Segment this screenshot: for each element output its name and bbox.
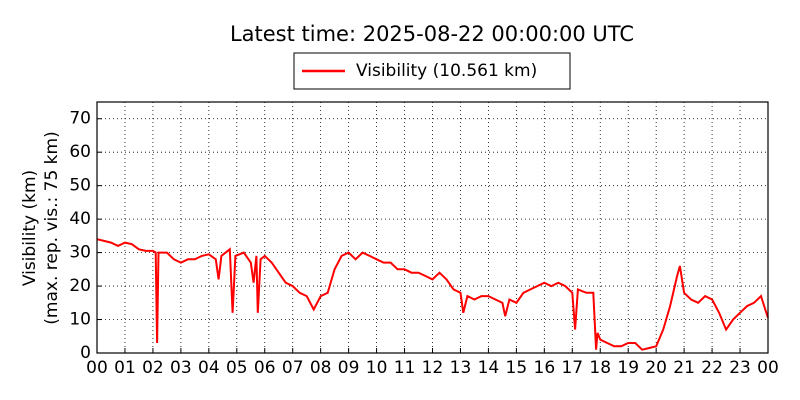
x-tick-label: 07 — [282, 358, 304, 378]
y-tick-label: 70 — [69, 109, 91, 129]
x-tick-label: 22 — [701, 358, 723, 378]
x-tick-label: 14 — [478, 358, 500, 378]
y-tick-label: 10 — [69, 310, 91, 330]
plot-frame — [96, 101, 769, 354]
y-tick-label: 60 — [69, 142, 91, 162]
x-tick-label: 00 — [86, 358, 108, 378]
x-tick-label: 06 — [254, 358, 276, 378]
y-axis-label: (max. rep. vis.: 75 km) — [42, 131, 62, 324]
x-tick-label: 23 — [729, 358, 751, 378]
y-tick-label: 20 — [69, 276, 91, 296]
x-tick-label: 01 — [114, 358, 136, 378]
x-tick-label: 04 — [198, 358, 220, 378]
x-tick-label: 05 — [226, 358, 248, 378]
x-tick-label: 18 — [589, 358, 611, 378]
y-tick-label: 0 — [80, 343, 91, 363]
x-tick-label: 08 — [310, 358, 332, 378]
x-tick-label: 21 — [673, 358, 695, 378]
y-tick-label: 40 — [69, 209, 91, 229]
x-tick-label: 19 — [617, 358, 639, 378]
x-tick-label: 03 — [170, 358, 192, 378]
x-tick-label: 16 — [534, 358, 556, 378]
y-tick-label: 30 — [69, 243, 91, 263]
x-tick-label: 20 — [645, 358, 667, 378]
y-tick-label: 50 — [69, 176, 91, 196]
x-tick-label: 02 — [142, 358, 164, 378]
x-tick-label: 10 — [366, 358, 388, 378]
x-tick-label: 15 — [506, 358, 528, 378]
x-tick-label: 17 — [561, 358, 583, 378]
x-tick-label: 12 — [422, 358, 444, 378]
x-tick-label: 00 — [757, 358, 779, 378]
y-axis-label: Visibility (km) — [20, 170, 40, 286]
x-tick-label: 11 — [394, 358, 416, 378]
data-line — [96, 238, 769, 351]
x-tick-label: 13 — [450, 358, 472, 378]
chart-title: Latest time: 2025-08-22 00:00:00 UTC — [230, 22, 634, 46]
legend-label: Visibility (10.561 km) — [356, 61, 537, 81]
x-tick-label: 09 — [338, 358, 360, 378]
